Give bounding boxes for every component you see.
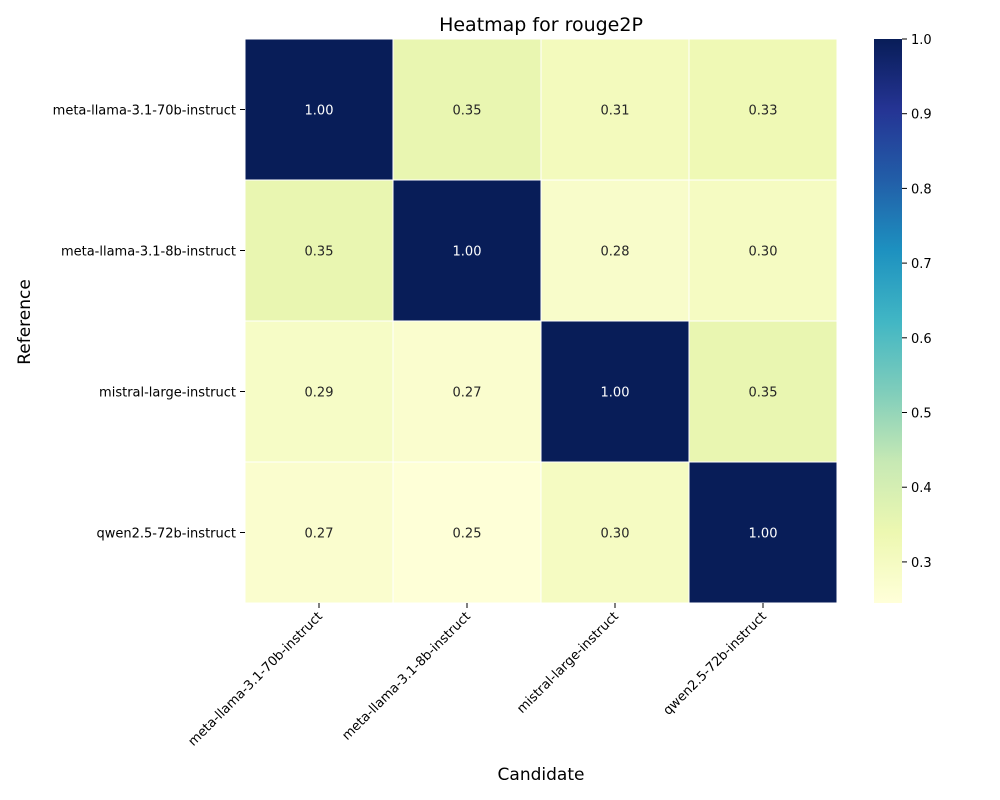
cell-value-label: 0.28 bbox=[601, 245, 630, 260]
cell-value-label: 1.00 bbox=[749, 527, 778, 542]
cell-value-label: 1.00 bbox=[601, 386, 630, 401]
chart-title: Heatmap for rouge2P bbox=[439, 14, 643, 36]
colorbar-tick-label: 0.6 bbox=[911, 332, 932, 347]
heatmap-cell bbox=[688, 38, 838, 181]
heatmap-cell bbox=[244, 179, 394, 322]
cell-value-label: 0.25 bbox=[453, 527, 482, 542]
cell-value-label: 1.00 bbox=[305, 104, 334, 119]
x-tick-label: meta-llama-3.1-70b-instruct bbox=[186, 609, 326, 749]
cell-value-label: 0.35 bbox=[305, 245, 334, 260]
cell-value-label: 0.27 bbox=[305, 527, 334, 542]
heatmap-cell bbox=[540, 38, 690, 181]
heatmap-cell bbox=[392, 38, 542, 181]
heatmap-cell bbox=[244, 38, 394, 181]
y-tick-label: meta-llama-3.1-70b-instruct bbox=[53, 104, 236, 119]
heatmap-cell bbox=[688, 461, 838, 604]
x-tick-label: meta-llama-3.1-8b-instruct bbox=[339, 609, 473, 743]
y-tick-label: mistral-large-instruct bbox=[99, 386, 236, 401]
heatmap-cell bbox=[392, 461, 542, 604]
x-axis: meta-llama-3.1-70b-instruct meta-llama-3.… bbox=[186, 603, 770, 749]
cell-value-label: 1.00 bbox=[453, 245, 482, 260]
colorbar-tick-label: 0.8 bbox=[911, 182, 932, 197]
colorbar-tick-label: 0.9 bbox=[911, 108, 932, 123]
y-axis: meta-llama-3.1-70b-instruct meta-llama-3.… bbox=[53, 104, 245, 542]
colorbar-tick-label: 0.3 bbox=[911, 556, 932, 571]
x-tick-label: qwen2.5-72b-instruct bbox=[661, 609, 770, 718]
cell-value-label: 0.31 bbox=[601, 104, 630, 119]
cell-value-label: 0.35 bbox=[749, 386, 778, 401]
y-tick-label: meta-llama-3.1-8b-instruct bbox=[61, 245, 236, 260]
heatmap-cell bbox=[688, 179, 838, 322]
heatmap-cell bbox=[688, 320, 838, 463]
colorbar: 0.3 0.4 0.5 0.6 0.7 0.8 0.9 1.0 bbox=[874, 33, 932, 603]
heatmap-cell bbox=[392, 179, 542, 322]
cell-value-label: 0.30 bbox=[749, 245, 778, 260]
x-axis-label: Candidate bbox=[498, 765, 585, 785]
colorbar-tick-label: 0.7 bbox=[911, 257, 932, 272]
x-tick-label: mistral-large-instruct bbox=[514, 609, 621, 716]
cell-value-label: 0.27 bbox=[453, 386, 482, 401]
heatmap-cell bbox=[540, 461, 690, 604]
heatmap-cell bbox=[244, 461, 394, 604]
cell-value-label: 0.33 bbox=[749, 104, 778, 119]
cell-value-label: 0.30 bbox=[601, 527, 630, 542]
heatmap-cell bbox=[540, 179, 690, 322]
y-axis-label: Reference bbox=[15, 279, 35, 365]
heatmap-cells: 1.00 0.35 0.31 0.33 0.35 1.00 0.28 0.30 0.29 0.27… bbox=[244, 38, 838, 604]
cell-value-label: 0.35 bbox=[453, 104, 482, 119]
colorbar-tick-label: 0.5 bbox=[911, 407, 932, 422]
y-tick-label: qwen2.5-72b-instruct bbox=[96, 527, 236, 542]
heatmap-cell bbox=[392, 320, 542, 463]
colorbar-tick-label: 1.0 bbox=[911, 33, 932, 48]
cell-value-label: 0.29 bbox=[305, 386, 334, 401]
colorbar-tick-label: 0.4 bbox=[911, 481, 932, 496]
colorbar-gradient bbox=[874, 39, 902, 603]
